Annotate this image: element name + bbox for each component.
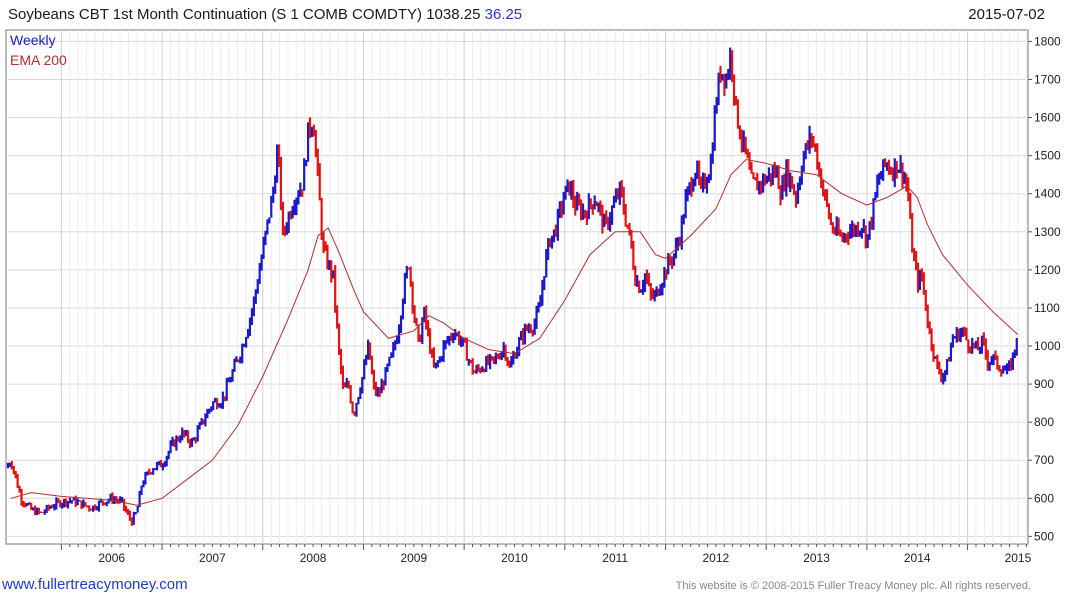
plot-frame [5,29,1029,545]
legend-weekly: Weekly [10,32,56,48]
y-tick-label: 1400 [1034,187,1061,201]
ema-200-line [10,158,1019,506]
chart-date: 2015-07-02 [968,6,1045,23]
x-tick-label: 2007 [199,551,226,565]
legend-ema: EMA 200 [10,52,67,68]
x-tick-label: 2013 [803,551,830,565]
y-tick-label: 1500 [1034,149,1061,163]
x-tick-label: 2012 [703,551,730,565]
y-tick-label: 1000 [1034,339,1061,353]
y-tick-label: 1600 [1034,111,1061,125]
x-tick-label: 2014 [904,551,931,565]
chart-title: Soybeans CBT 1st Month Continuation (S 1… [8,6,522,23]
x-tick-label: 2006 [98,551,125,565]
y-tick-label: 1800 [1034,34,1061,48]
x-tick-label: 2008 [300,551,327,565]
x-tick-label: 2009 [400,551,427,565]
title-text: Soybeans CBT 1st Month Continuation (S 1… [8,6,481,23]
grid-lines [6,30,1028,544]
price-bars [6,47,1018,526]
y-tick-label: 900 [1034,377,1054,391]
y-tick-label: 1100 [1034,301,1060,315]
y-tick-label: 500 [1034,529,1054,543]
y-tick-label: 800 [1034,415,1054,429]
x-tick-label: 2010 [501,551,528,565]
y-tick-label: 600 [1034,491,1054,505]
x-tick-label: 2015 [1005,551,1032,565]
price-change: 36.25 [484,6,523,23]
y-tick-label: 1200 [1034,263,1061,277]
website-link[interactable]: www.fullertreacymoney.com [2,576,188,593]
x-tick-label: 2011 [602,551,628,565]
y-tick-label: 1700 [1034,72,1061,86]
y-tick-label: 1300 [1034,225,1061,239]
y-tick-label: 700 [1034,453,1054,467]
y-axis-ticks: 500 600 700 800 900 1000 1100 1200 1300 1400 1500 1… [1028,34,1061,543]
copyright-text: This website is © 2008-2015 Fuller Treac… [675,580,1031,592]
x-axis-ticks: 2006 2007 2008 2009 2010 2011 2012 2013 2014 2015 [60,544,1032,565]
